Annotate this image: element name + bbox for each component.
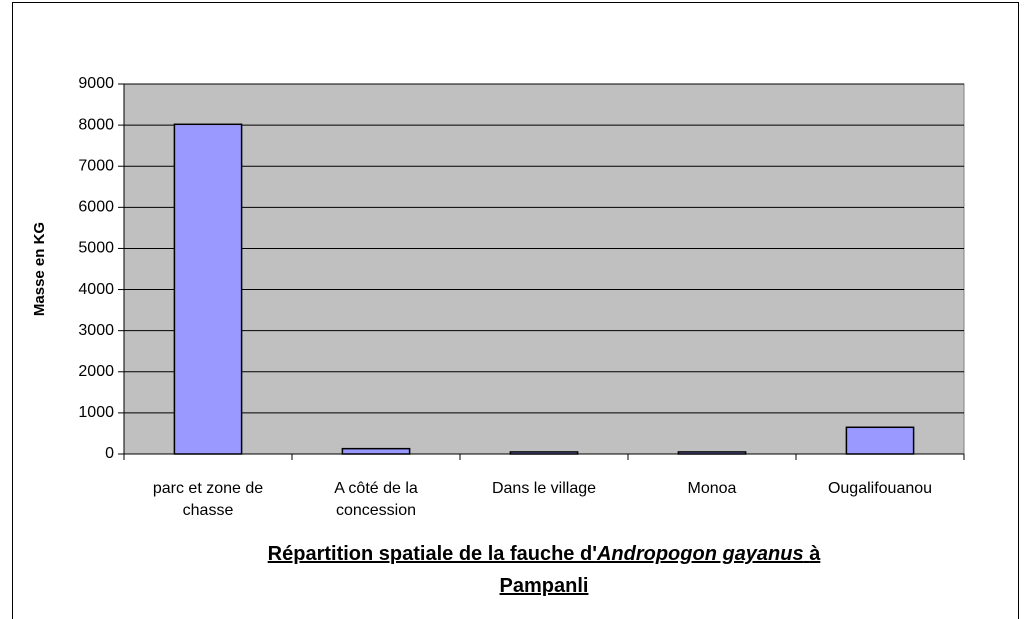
y-tick-label: 0 [105, 445, 114, 462]
bar [677, 451, 747, 455]
y-tick-label: 2000 [78, 363, 114, 380]
title-part: à [809, 543, 821, 565]
bar [845, 426, 915, 455]
title-part: Andropogon gayanus [596, 543, 804, 565]
x-tick-label: Ougalifouanou [827, 480, 933, 497]
x-axis-title: Répartition spatiale de la fauche d'Andr… [124, 538, 964, 602]
bar [509, 451, 579, 455]
y-tick-label: 7000 [78, 157, 114, 174]
y-tick-label: 4000 [78, 281, 114, 298]
y-axis-label: Masse en KG [31, 222, 48, 316]
x-tick-label: Monoa [687, 480, 737, 497]
x-tick-label: Dans le village [491, 480, 597, 497]
x-tick-label: parc et zone de chasse [152, 480, 264, 519]
y-tick-label: 6000 [78, 199, 114, 216]
y-tick-label: 3000 [78, 322, 114, 339]
plot-area [123, 83, 965, 455]
y-tick-label: 8000 [78, 116, 114, 133]
bar [173, 123, 243, 455]
bar [341, 447, 411, 455]
y-tick-label: 9000 [78, 75, 114, 92]
x-tick-label: A côté de la concession [334, 480, 418, 519]
title-part: Pampanli [499, 575, 589, 597]
title-part: Répartition spatiale de la fauche d' [267, 543, 597, 565]
chart-border [12, 2, 1019, 619]
y-tick-label: 1000 [78, 404, 114, 421]
y-tick-label: 5000 [78, 240, 114, 257]
